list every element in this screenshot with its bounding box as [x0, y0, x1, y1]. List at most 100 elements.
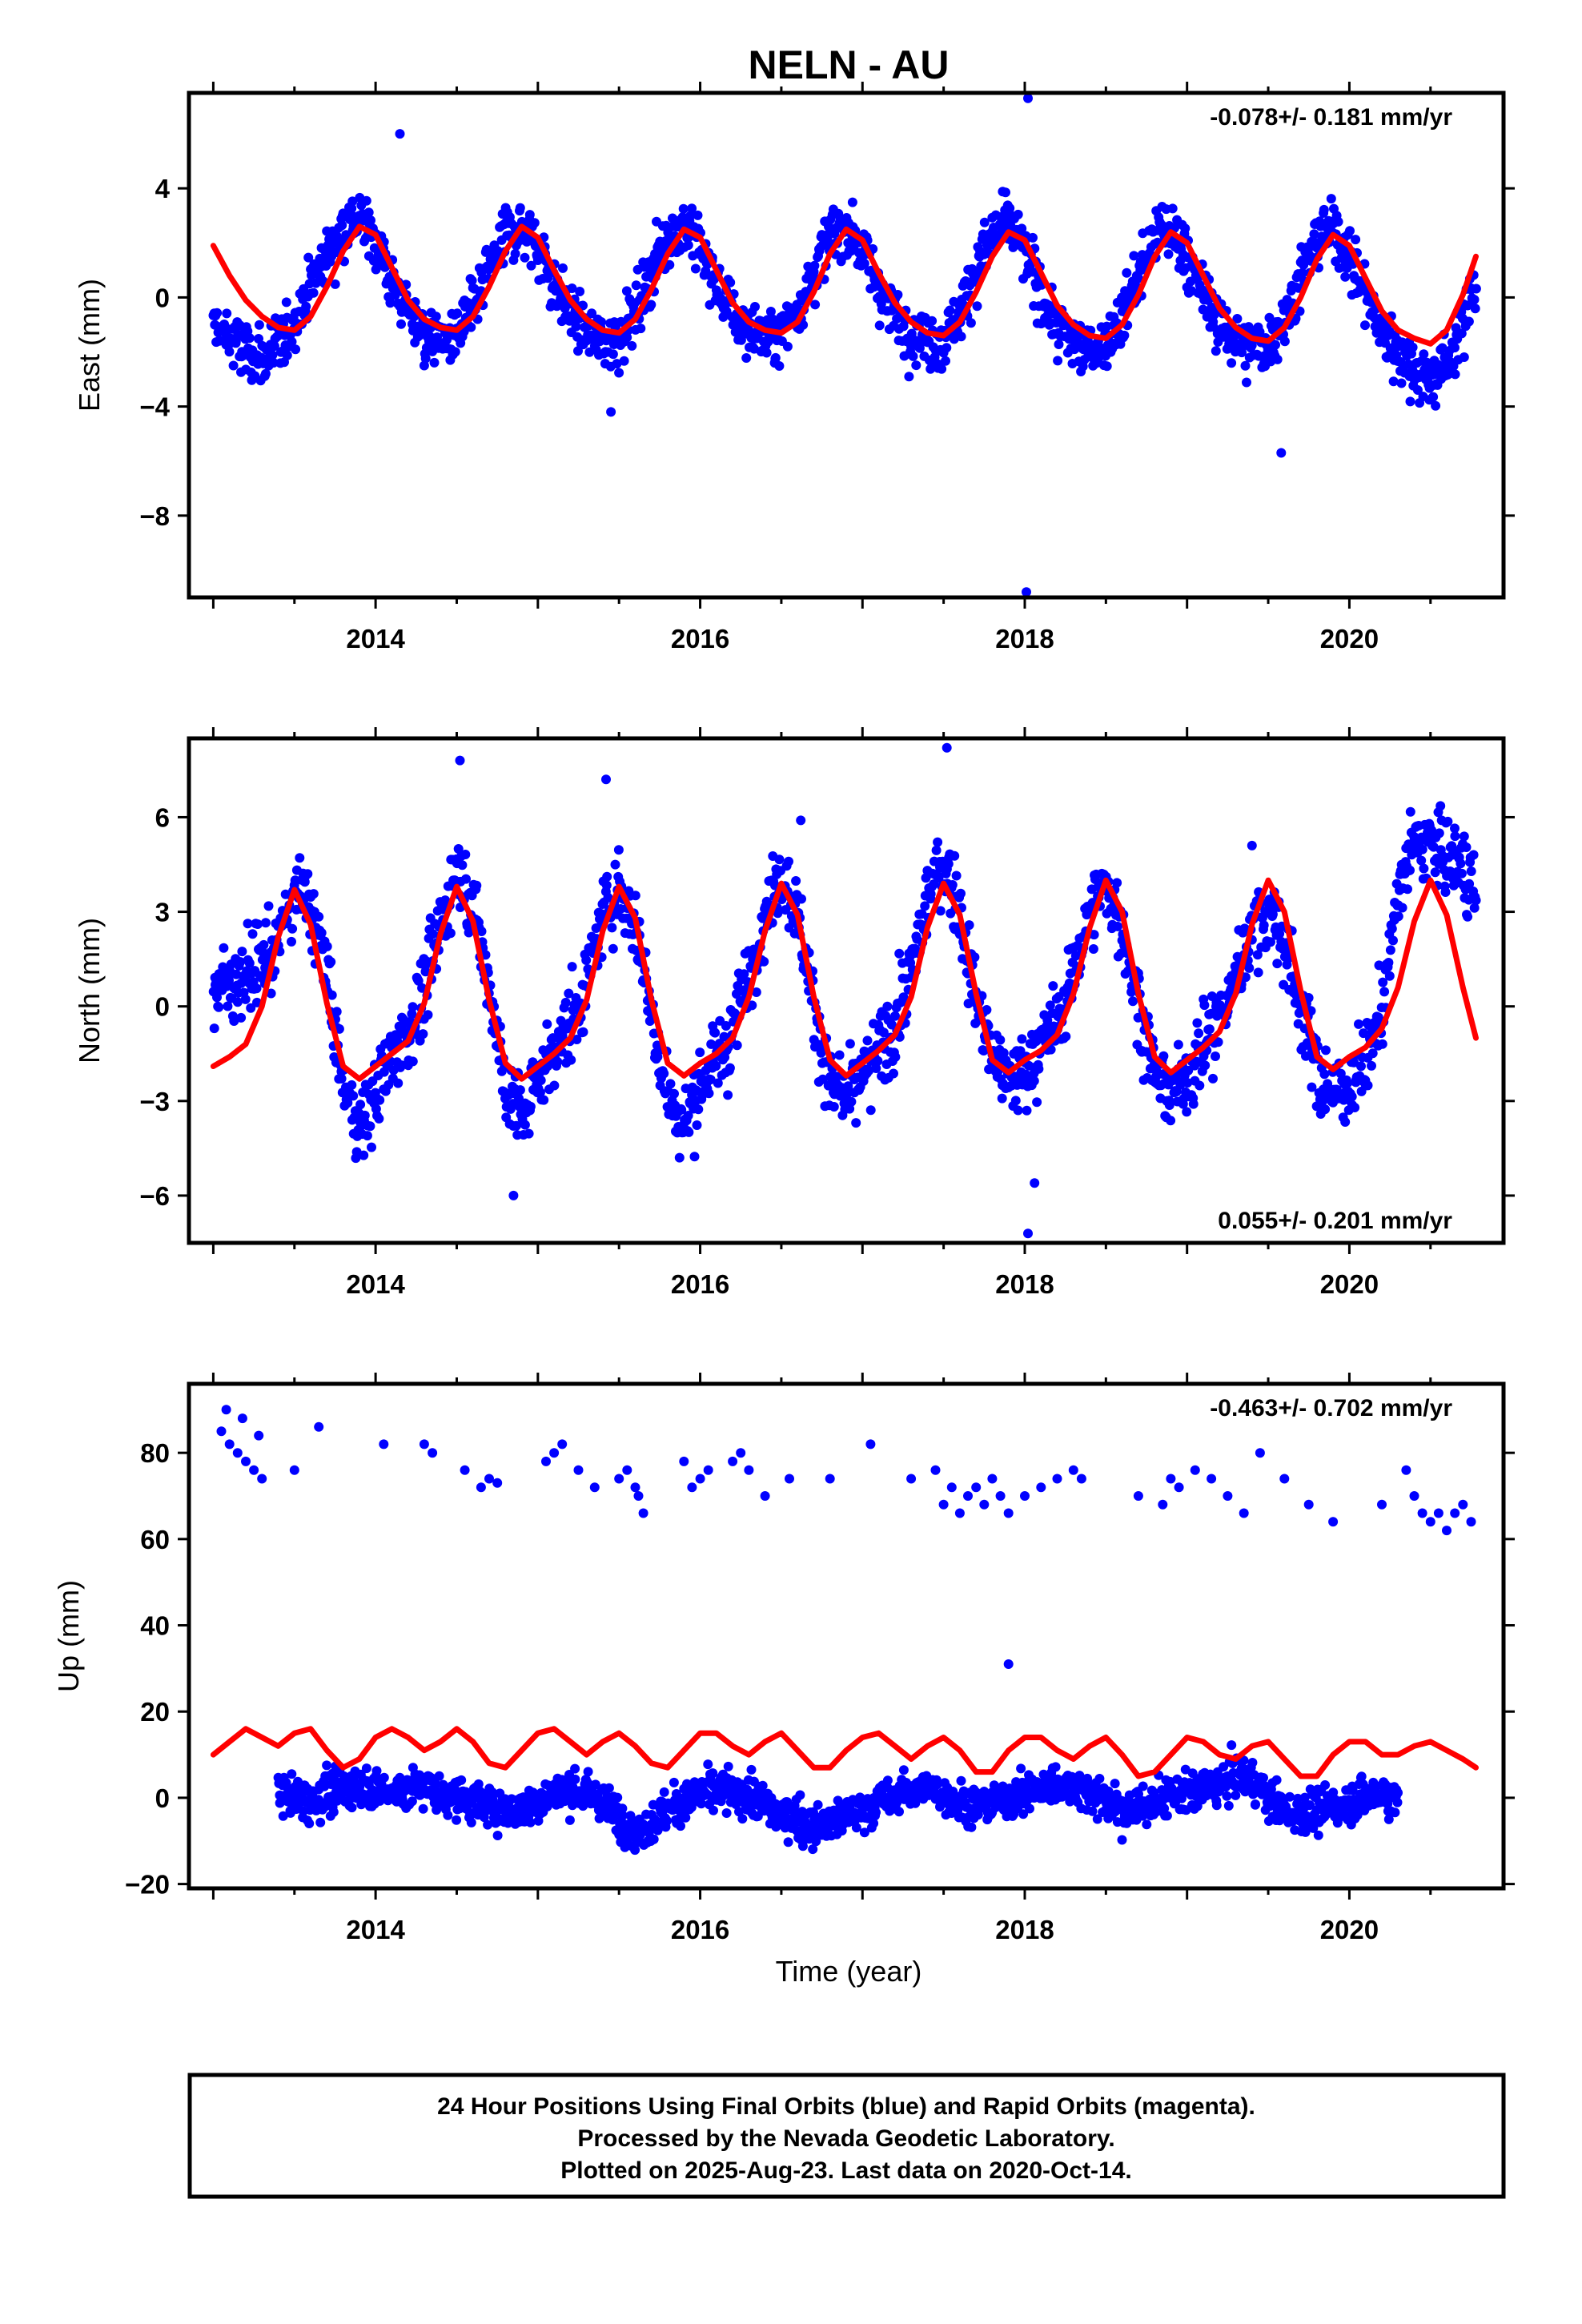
north-point — [1192, 1018, 1203, 1028]
north-point — [1244, 963, 1255, 973]
east-point — [1180, 223, 1191, 234]
north-point — [610, 859, 620, 870]
east-point — [571, 321, 581, 332]
north-point — [457, 860, 468, 870]
up-point — [659, 1787, 669, 1797]
north-point — [1200, 1060, 1211, 1071]
up-point — [473, 1779, 484, 1789]
figure-title: NELN - AU — [749, 42, 950, 87]
east-point — [1119, 330, 1130, 340]
east-point — [1232, 314, 1243, 324]
east-point — [529, 218, 540, 228]
east-point — [431, 312, 441, 322]
north-frame — [187, 736, 1506, 1245]
north-point — [212, 992, 222, 1003]
north-point — [1335, 1068, 1346, 1079]
north-x-tick-label: 2018 — [995, 1269, 1054, 1299]
east-point — [941, 356, 950, 366]
north-point — [362, 1131, 372, 1141]
north-point — [1259, 920, 1269, 931]
east-point — [420, 353, 431, 364]
north-point — [947, 880, 958, 890]
up-point — [956, 1775, 966, 1786]
north-point — [1166, 1116, 1176, 1126]
up-point — [708, 1768, 718, 1779]
north-point — [1194, 1028, 1204, 1039]
east-point — [567, 283, 577, 293]
east-point — [1271, 340, 1280, 350]
up-point — [757, 1780, 768, 1791]
north-point — [1379, 987, 1390, 997]
north-point — [566, 1055, 576, 1065]
east-point — [782, 341, 793, 352]
north-point — [1061, 1031, 1071, 1042]
north-point — [520, 1120, 530, 1130]
north-point — [644, 1016, 655, 1026]
north-point — [413, 975, 424, 986]
north-point — [1405, 865, 1415, 875]
north-point — [336, 1074, 347, 1084]
east-point — [1279, 336, 1290, 347]
up-point — [1074, 1771, 1085, 1781]
east-y-tick-label: 0 — [155, 283, 170, 312]
north-point — [1354, 1019, 1363, 1029]
east-point — [587, 308, 597, 319]
north-point — [235, 957, 246, 967]
up-point — [669, 1777, 679, 1787]
east-point — [1013, 209, 1023, 219]
east-point — [1333, 216, 1343, 227]
east-point — [1450, 369, 1460, 380]
east-point — [942, 343, 952, 353]
north-outlier-point — [1247, 840, 1257, 850]
up-point — [328, 1807, 339, 1817]
east-point — [385, 298, 396, 308]
north-point — [251, 983, 262, 994]
up-point — [1110, 1779, 1120, 1789]
north-x-tick-label: 2020 — [1320, 1269, 1379, 1299]
east-point — [612, 359, 622, 369]
up-point — [737, 1814, 748, 1824]
east-point — [337, 220, 347, 231]
east-point — [510, 248, 520, 259]
east-point — [1431, 400, 1441, 411]
north-point — [834, 1050, 845, 1060]
east-point — [1028, 232, 1038, 243]
north-point — [1253, 967, 1263, 978]
up-point — [1094, 1774, 1105, 1783]
north-point — [732, 1040, 742, 1051]
north-point — [295, 853, 305, 863]
east-point — [725, 277, 736, 287]
up-point — [1227, 1740, 1237, 1751]
north-point — [695, 1047, 705, 1058]
north-point — [920, 901, 930, 911]
east-point — [1240, 360, 1251, 371]
east-point — [1456, 328, 1467, 339]
north-point — [408, 1002, 418, 1012]
up-point — [304, 1819, 315, 1828]
up-point — [418, 1803, 428, 1814]
up-point — [560, 1796, 570, 1807]
north-point — [889, 1068, 898, 1079]
north-point — [347, 1080, 357, 1090]
north-point — [970, 952, 980, 963]
north-point — [1158, 1051, 1169, 1061]
up-point — [1180, 1764, 1191, 1775]
north-point — [1393, 911, 1403, 922]
north-point — [864, 1065, 874, 1076]
north-point — [393, 1078, 404, 1088]
east-point — [1412, 385, 1423, 395]
north-point — [1240, 972, 1251, 983]
north-point — [572, 1035, 582, 1044]
up-point — [590, 1779, 600, 1790]
east-point — [269, 341, 279, 352]
up-point — [869, 1818, 879, 1828]
north-point — [1350, 1103, 1360, 1112]
east-point — [1297, 267, 1307, 278]
up-point — [617, 1803, 628, 1814]
east-frame — [187, 90, 1506, 600]
north-point — [1034, 1063, 1044, 1074]
north-point — [246, 1003, 256, 1013]
north-point — [560, 997, 571, 1007]
east-point — [347, 196, 358, 207]
